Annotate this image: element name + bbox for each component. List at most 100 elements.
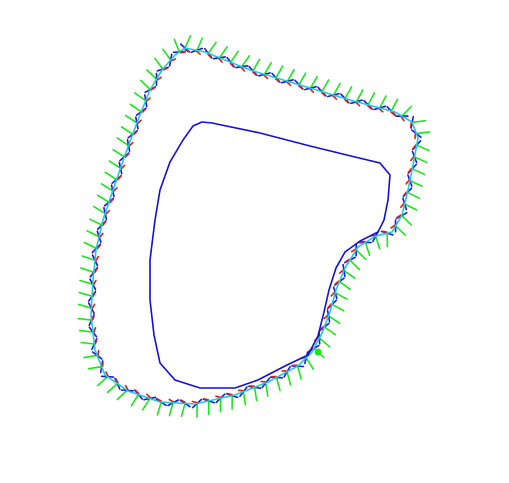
pose-frame-red-axis (134, 389, 140, 395)
pose-frame-green-axis (173, 38, 181, 53)
pose-frame-green-axis (141, 397, 151, 411)
pose-frame-red-axis (400, 116, 405, 122)
pose-frame-green-axis (112, 148, 126, 158)
pose-frame-red-axis (124, 384, 129, 391)
pose-frame-green-axis (86, 230, 100, 238)
pose-frame-green-axis (394, 225, 407, 236)
pose-frame-green-axis (125, 114, 138, 124)
pose-frame-green-axis (253, 386, 258, 402)
inner-trajectory-line (149, 121, 391, 389)
pose-frame-red-axis (112, 187, 118, 192)
pose-frame-green-axis (413, 156, 428, 164)
pose-frame-green-axis (168, 401, 174, 417)
pose-frame-red-axis (93, 279, 97, 286)
pose-frame-green-axis (349, 259, 361, 271)
pose-frame-red-axis (207, 53, 212, 59)
pose-frame-red-axis (184, 48, 190, 53)
pose-frame-red-axis (179, 51, 186, 54)
pose-frame-green-axis (415, 131, 431, 135)
pose-frame-green-axis (81, 255, 96, 262)
pose-frame-green-axis (154, 57, 164, 70)
pose-frame-green-axis (355, 89, 364, 103)
pose-frame-green-axis (180, 402, 186, 418)
pose-frame-green-axis (415, 144, 430, 152)
pose-frame-red-axis (102, 221, 107, 227)
pose-frame-green-axis (196, 37, 204, 52)
pose-frame-red-axis (180, 399, 186, 404)
pose-frame-red-axis (120, 164, 126, 170)
pose-frame-green-axis (79, 279, 94, 286)
junction-marker (314, 348, 322, 356)
pose-frame-red-axis (355, 101, 361, 107)
pose-frame-green-axis (286, 68, 295, 82)
pose-frame-green-axis (296, 365, 303, 380)
pose-frame-red-axis (195, 50, 201, 55)
pose-frame-green-axis (367, 92, 376, 106)
pose-frame-green-axis (156, 401, 162, 416)
pose-frame-green-axis (78, 329, 94, 333)
pose-frame-green-axis (77, 303, 93, 310)
pose-frame-red-axis (92, 291, 97, 298)
pose-frame-red-axis (396, 214, 402, 219)
pose-frame-red-axis (128, 141, 134, 147)
pose-frame-red-axis (323, 314, 329, 320)
pose-frame-red-axis (162, 67, 169, 71)
pose-frame-green-axis (390, 98, 399, 112)
pose-frame-red-axis (410, 156, 415, 162)
pose-frame-green-axis (286, 370, 292, 386)
pose-frame-red-axis (124, 153, 130, 158)
pose-frame-green-axis (134, 92, 147, 102)
pose-frame-red-axis (344, 258, 350, 263)
pose-frame-red-axis (93, 326, 97, 333)
pose-frame-red-axis (94, 267, 98, 274)
pose-frame-green-axis (116, 389, 128, 401)
pose-frame-green-axis (229, 50, 239, 64)
pose-frame-red-axis (334, 280, 340, 286)
pose-frame-green-axis (331, 303, 345, 312)
pose-frame-red-axis (94, 338, 98, 345)
pose-frame-red-axis (263, 74, 269, 80)
pose-frame-red-axis (402, 191, 408, 197)
pose-frame-green-axis (409, 179, 423, 187)
pose-frame-green-axis (83, 241, 98, 250)
pose-frame-green-axis (343, 269, 356, 280)
pose-frame-red-axis (378, 108, 384, 113)
pose-frame-red-axis (350, 248, 357, 253)
pose-frame-green-axis (100, 183, 114, 192)
pose-frame-green-axis (364, 241, 371, 256)
pose-frame-red-axis (96, 244, 101, 250)
pose-frame-red-axis (366, 105, 373, 110)
pose-frame-green-axis (411, 119, 427, 124)
pose-frame-red-axis (343, 98, 349, 104)
pose-frame-red-axis (399, 203, 405, 208)
pose-frame-red-axis (132, 130, 138, 136)
pose-frame-red-axis (91, 314, 95, 321)
pose-frame-green-axis (264, 382, 269, 397)
pose-frame-green-axis (252, 58, 261, 72)
pose-frame-green-axis (83, 354, 98, 359)
pose-frame-red-axis (240, 66, 246, 72)
pose-frame-green-axis (93, 205, 106, 215)
pose-frame-red-axis (137, 119, 142, 125)
pose-frame-green-axis (355, 249, 367, 261)
pose-frame-green-axis (305, 356, 315, 370)
pose-frame-red-axis (327, 303, 332, 309)
pose-frame-green-axis (218, 45, 228, 59)
pose-frame-green-axis (400, 214, 413, 226)
pose-frame-red-axis (405, 179, 410, 185)
pose-frame-green-axis (104, 171, 118, 181)
pose-frame-green-axis (334, 291, 348, 300)
pose-frame-red-axis (150, 86, 156, 91)
pose-frame-green-axis (130, 393, 140, 407)
pose-frame-green-axis (146, 69, 158, 80)
pose-frame-red-axis (145, 97, 151, 102)
pose-frame-red-axis (95, 255, 100, 262)
pose-frame-red-axis (109, 198, 114, 204)
pose-frame-red-axis (91, 303, 96, 310)
pose-frame-green-axis (89, 218, 103, 226)
pose-frame-green-axis (298, 72, 307, 86)
pose-frame-red-axis (319, 325, 325, 331)
pose-frame-green-axis (207, 41, 217, 55)
